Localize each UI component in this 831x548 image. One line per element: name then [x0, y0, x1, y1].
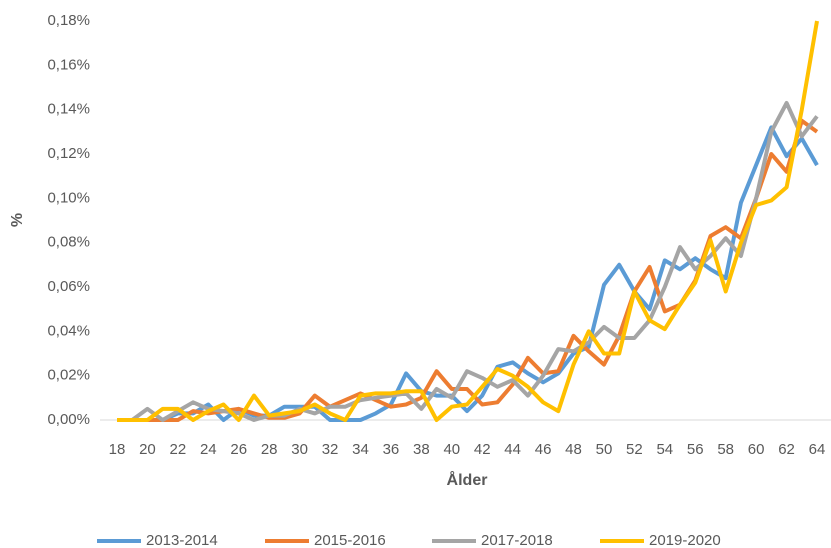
x-tick-label: 32 [322, 441, 339, 458]
x-tick-label: 50 [596, 441, 613, 458]
x-tick-label: 52 [626, 441, 643, 458]
x-tick-label: 44 [504, 441, 521, 458]
y-tick-label: 0,08% [47, 234, 90, 251]
x-tick-label: 54 [656, 441, 673, 458]
legend-label: 2015-2016 [314, 532, 386, 548]
legend-label: 2017-2018 [481, 532, 553, 548]
y-tick-label: 0,12% [47, 145, 90, 162]
x-axis-title: Ålder [447, 470, 488, 489]
y-tick-label: 0,04% [47, 322, 90, 339]
y-tick-label: 0,06% [47, 278, 90, 295]
x-tick-label: 28 [261, 441, 278, 458]
y-tick-label: 0,16% [47, 56, 90, 73]
x-tick-label: 24 [200, 441, 217, 458]
x-tick-label: 34 [352, 441, 369, 458]
x-tick-label: 48 [565, 441, 582, 458]
legend-label: 2019-2020 [649, 532, 721, 548]
x-tick-label: 36 [383, 441, 400, 458]
y-tick-label: 0,14% [47, 101, 90, 118]
x-tick-label: 22 [170, 441, 187, 458]
x-tick-label: 56 [687, 441, 704, 458]
x-tick-label: 30 [291, 441, 308, 458]
y-tick-label: 0,18% [47, 12, 90, 29]
x-tick-label: 58 [717, 441, 734, 458]
x-tick-label: 18 [109, 441, 126, 458]
y-axis-title: % [9, 213, 26, 227]
x-tick-label: 26 [230, 441, 247, 458]
x-tick-label: 46 [535, 441, 552, 458]
series-line [117, 101, 819, 422]
series-line [117, 125, 819, 422]
x-tick-label: 62 [778, 441, 795, 458]
y-tick-label: 0,00% [47, 411, 90, 428]
y-tick-label: 0,10% [47, 189, 90, 206]
x-tick-label: 64 [809, 441, 826, 458]
x-tick-label: 60 [748, 441, 765, 458]
legend-label: 2013-2014 [146, 532, 218, 548]
x-tick-label: 20 [139, 441, 156, 458]
series-line [117, 20, 819, 422]
x-tick-label: 38 [413, 441, 430, 458]
y-tick-label: 0,02% [47, 367, 90, 384]
x-tick-label: 40 [443, 441, 460, 458]
x-tick-label: 42 [474, 441, 491, 458]
